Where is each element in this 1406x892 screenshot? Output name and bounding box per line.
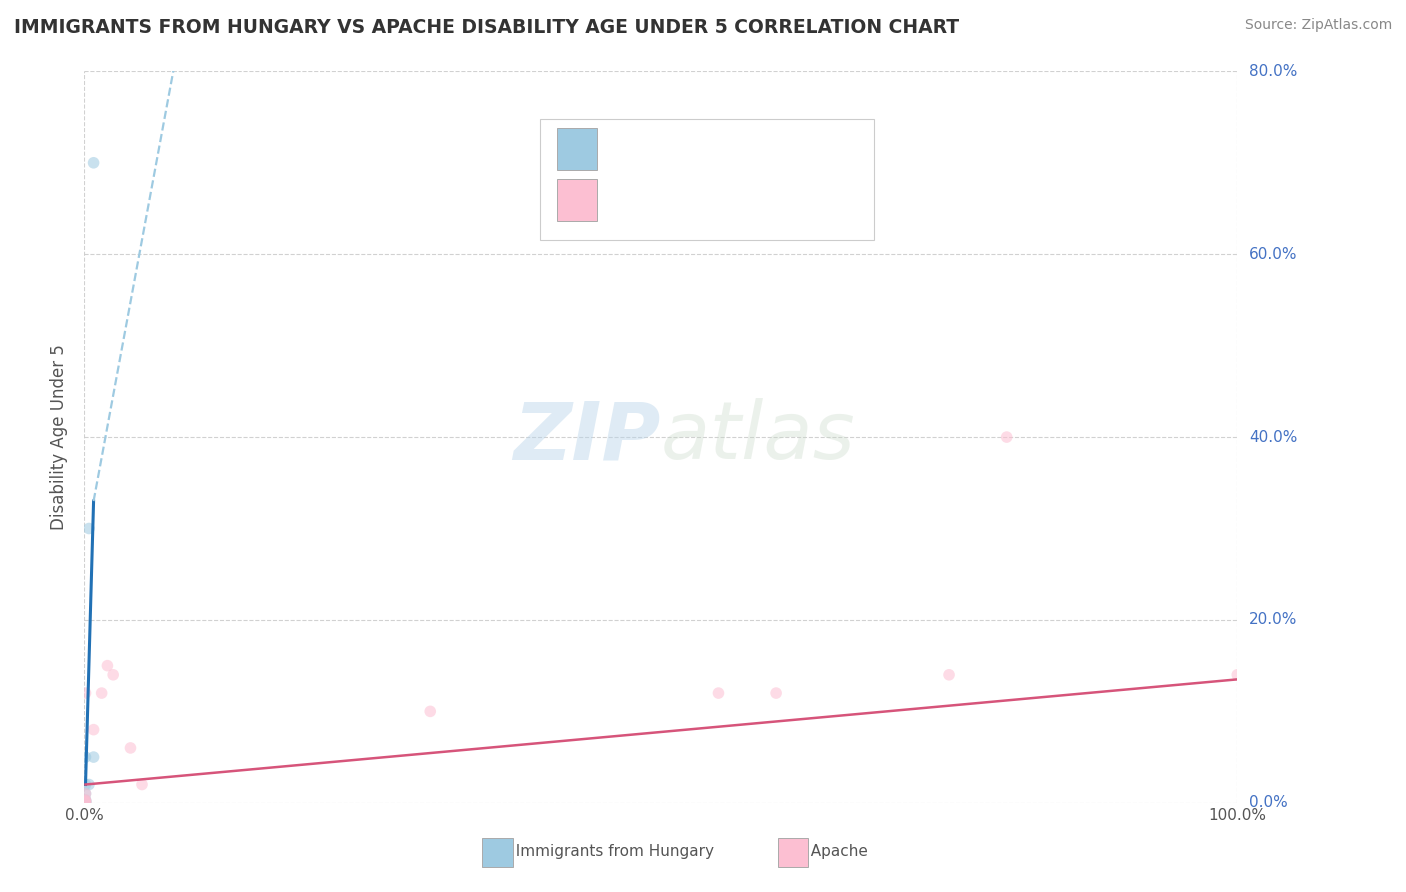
Point bbox=[75, 795, 97, 809]
Bar bbox=[557, 128, 598, 170]
Point bbox=[765, 686, 787, 700]
Point bbox=[75, 793, 97, 807]
Point bbox=[938, 667, 960, 681]
Point bbox=[75, 794, 97, 808]
Point bbox=[75, 796, 97, 810]
Point bbox=[77, 521, 100, 535]
Text: Immigrants from Hungary: Immigrants from Hungary bbox=[506, 845, 714, 859]
Point bbox=[131, 777, 153, 792]
Point bbox=[75, 795, 97, 809]
Point bbox=[75, 793, 97, 807]
Text: 80.0%: 80.0% bbox=[1249, 64, 1298, 78]
Text: R = 0.240   N = 11: R = 0.240 N = 11 bbox=[609, 129, 779, 148]
Point bbox=[75, 777, 97, 792]
Point bbox=[103, 667, 124, 681]
FancyBboxPatch shape bbox=[540, 119, 875, 240]
Point bbox=[75, 787, 97, 801]
Point bbox=[75, 750, 97, 764]
Point bbox=[90, 686, 112, 700]
Point bbox=[77, 777, 100, 792]
Point bbox=[120, 740, 142, 755]
Y-axis label: Disability Age Under 5: Disability Age Under 5 bbox=[51, 344, 69, 530]
Point bbox=[419, 705, 441, 719]
Text: ZIP: ZIP bbox=[513, 398, 661, 476]
Text: 20.0%: 20.0% bbox=[1249, 613, 1298, 627]
Bar bbox=[557, 179, 598, 221]
Point bbox=[75, 794, 97, 808]
Point bbox=[995, 430, 1018, 444]
Text: atlas: atlas bbox=[661, 398, 856, 476]
Text: Apache: Apache bbox=[801, 845, 869, 859]
Text: IMMIGRANTS FROM HUNGARY VS APACHE DISABILITY AGE UNDER 5 CORRELATION CHART: IMMIGRANTS FROM HUNGARY VS APACHE DISABI… bbox=[14, 18, 959, 37]
Point bbox=[75, 796, 97, 810]
Text: 40.0%: 40.0% bbox=[1249, 430, 1298, 444]
Point bbox=[83, 156, 105, 170]
Point bbox=[83, 750, 105, 764]
Point bbox=[75, 686, 97, 700]
Point bbox=[83, 723, 105, 737]
Point bbox=[96, 658, 118, 673]
Text: Source: ZipAtlas.com: Source: ZipAtlas.com bbox=[1244, 18, 1392, 32]
Text: 0.0%: 0.0% bbox=[1249, 796, 1288, 810]
Text: 60.0%: 60.0% bbox=[1249, 247, 1298, 261]
Text: R = 0.279   N = 18: R = 0.279 N = 18 bbox=[609, 183, 779, 201]
Point bbox=[1226, 667, 1249, 681]
Point bbox=[707, 686, 730, 700]
Point bbox=[75, 787, 97, 801]
